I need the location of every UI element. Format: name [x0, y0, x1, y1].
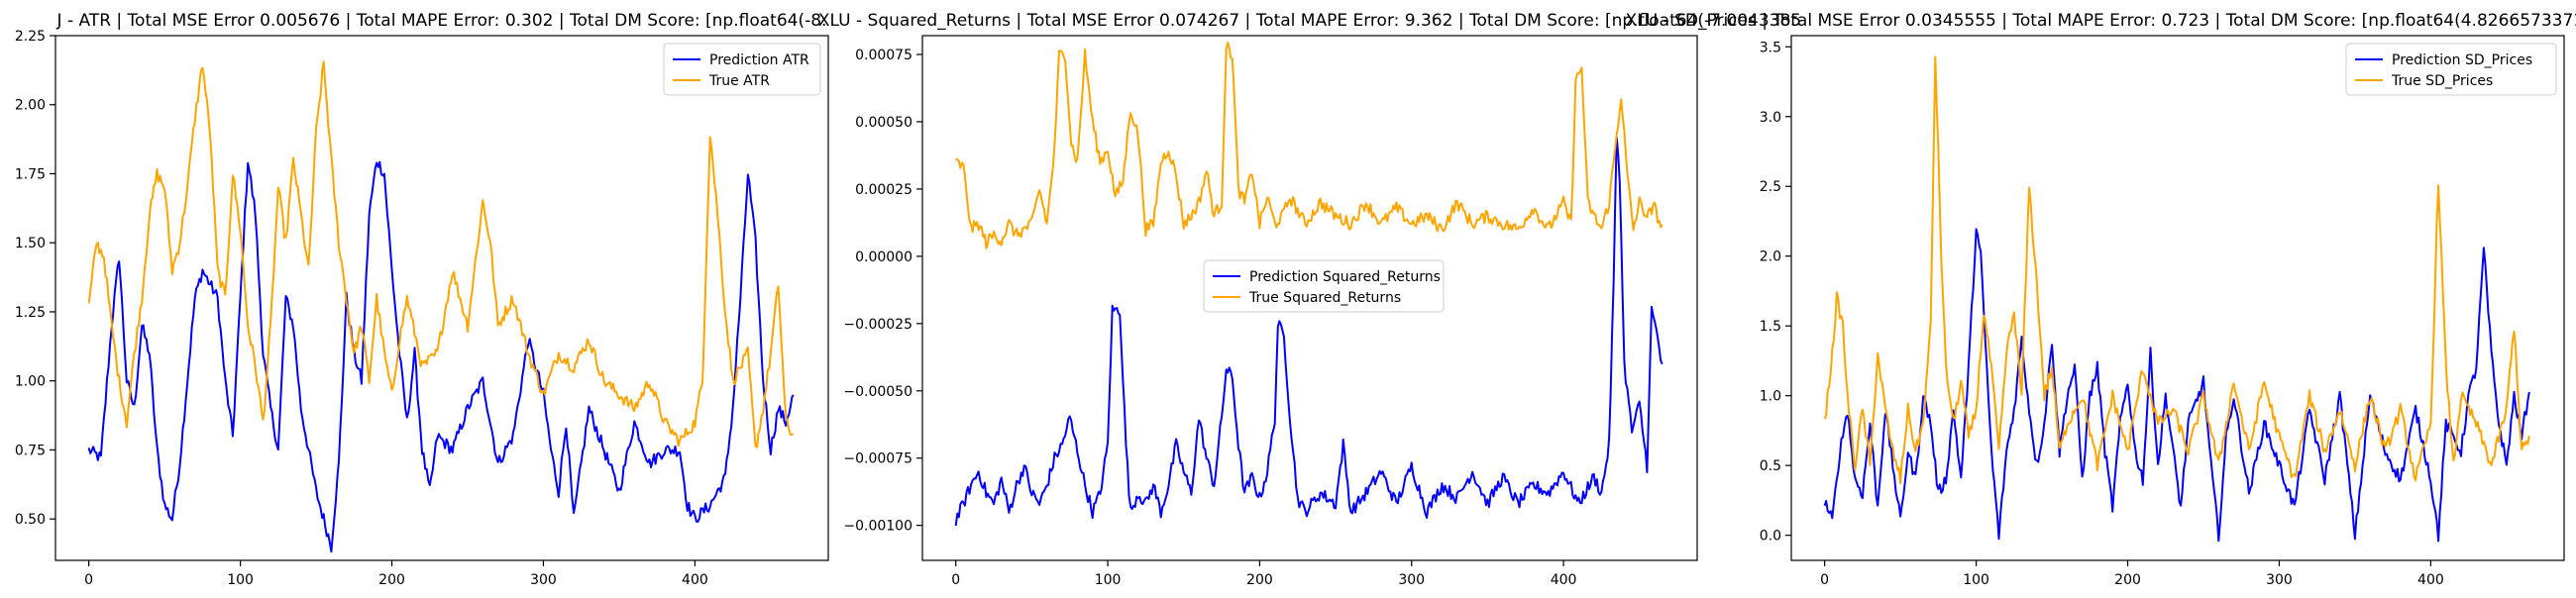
chart-2: 0 100 200 300 400 −0.00100 −0.00075 −0.00050 −0.…: [818, 11, 1801, 588]
x-tick-label: 400: [2417, 572, 2444, 588]
legend-box: [2345, 43, 2557, 96]
x-tick-label: 200: [1246, 572, 1273, 588]
y-tick-label: −0.00050: [843, 384, 912, 400]
legend: Prediction Squared_Returns True Squared_R…: [1203, 259, 1445, 313]
legend-label: True Squared_Returns: [1248, 290, 1401, 306]
legend: Prediction ATR True ATR: [663, 43, 821, 96]
y-tick-label: 0.00075: [855, 48, 912, 63]
legend-label: Prediction ATR: [709, 52, 809, 68]
x-tick-label: 200: [378, 572, 405, 588]
y-tick-label: 0.00000: [855, 249, 912, 265]
y-tick-label: 0.00025: [855, 182, 912, 198]
x-tick-label: 300: [2266, 572, 2293, 588]
y-tick-label: 1.25: [15, 305, 46, 321]
series-line-prediction: [1823, 228, 2530, 543]
y-tick-label: −0.00100: [843, 519, 912, 535]
series-line-true: [955, 42, 1664, 249]
y-tick-label: 1.5: [1760, 319, 1781, 335]
y-tick-label: −0.00075: [843, 451, 912, 467]
series-line-true: [87, 60, 794, 448]
y-tick-label: 1.00: [15, 374, 46, 390]
axes-frame: [1790, 35, 2565, 561]
x-tick-label: 100: [1095, 572, 1122, 588]
series-line-prediction: [954, 136, 1664, 527]
legend-box: [663, 43, 821, 96]
legend-box: [1203, 259, 1445, 313]
x-tick-label: 0: [1820, 572, 1829, 588]
x-tick-label: 300: [1398, 572, 1425, 588]
chart-title: XLU - Squared_Returns | Total MSE Error …: [818, 11, 1801, 31]
y-tick-label: 0.50: [15, 512, 46, 528]
chart-title: J - ATR | Total MSE Error 0.005676 | Tot…: [56, 11, 827, 31]
series-line-true: [1823, 55, 2530, 485]
y-tick-label: 3.5: [1760, 40, 1781, 55]
y-tick-label: 1.50: [15, 236, 46, 251]
legend-label: Prediction SD_Prices: [2392, 52, 2532, 68]
y-tick-label: 2.00: [15, 98, 46, 114]
y-tick-label: 2.25: [15, 29, 46, 45]
x-tick-label: 100: [1963, 572, 1989, 588]
legend-label: True SD_Prices: [2391, 73, 2493, 89]
y-tick-label: 1.0: [1760, 389, 1781, 405]
x-tick-label: 400: [1551, 572, 1577, 588]
chart-3: 0 100 200 300 400 0.0 0.5 1.0 1.5 2.0 2.5 3.0 3.5 XLU…: [1625, 11, 2576, 588]
legend-label: True ATR: [708, 73, 770, 89]
legend: Prediction SD_Prices True SD_Prices: [2345, 43, 2557, 96]
axes-frame: [54, 35, 829, 561]
legend-label: Prediction Squared_Returns: [1249, 269, 1441, 285]
chart-1: 0 100 200 300 400 0.50 0.75 1.00 1.25 1.50 1.75 2.0…: [15, 11, 829, 588]
y-tick-label: 0.00050: [855, 115, 912, 131]
series-line-prediction: [87, 160, 795, 553]
y-tick-label: 0.5: [1760, 458, 1781, 474]
x-tick-label: 0: [951, 572, 960, 588]
y-tick-label: 0.0: [1760, 529, 1781, 545]
x-tick-label: 0: [84, 572, 93, 588]
x-tick-label: 100: [227, 572, 254, 588]
x-tick-label: 200: [2114, 572, 2141, 588]
y-tick-label: 2.0: [1760, 249, 1781, 265]
y-tick-label: −0.00025: [843, 317, 912, 333]
chart-title: XLU - SD_Prices | Total MSE Error 0.0345…: [1625, 11, 2576, 31]
y-tick-label: 0.75: [15, 443, 46, 458]
y-tick-label: 1.75: [15, 166, 46, 182]
x-tick-label: 300: [530, 572, 557, 588]
y-tick-label: 2.5: [1760, 179, 1781, 195]
axes-frame: [921, 35, 1698, 561]
y-tick-label: 3.0: [1760, 110, 1781, 126]
x-tick-label: 400: [682, 572, 708, 588]
